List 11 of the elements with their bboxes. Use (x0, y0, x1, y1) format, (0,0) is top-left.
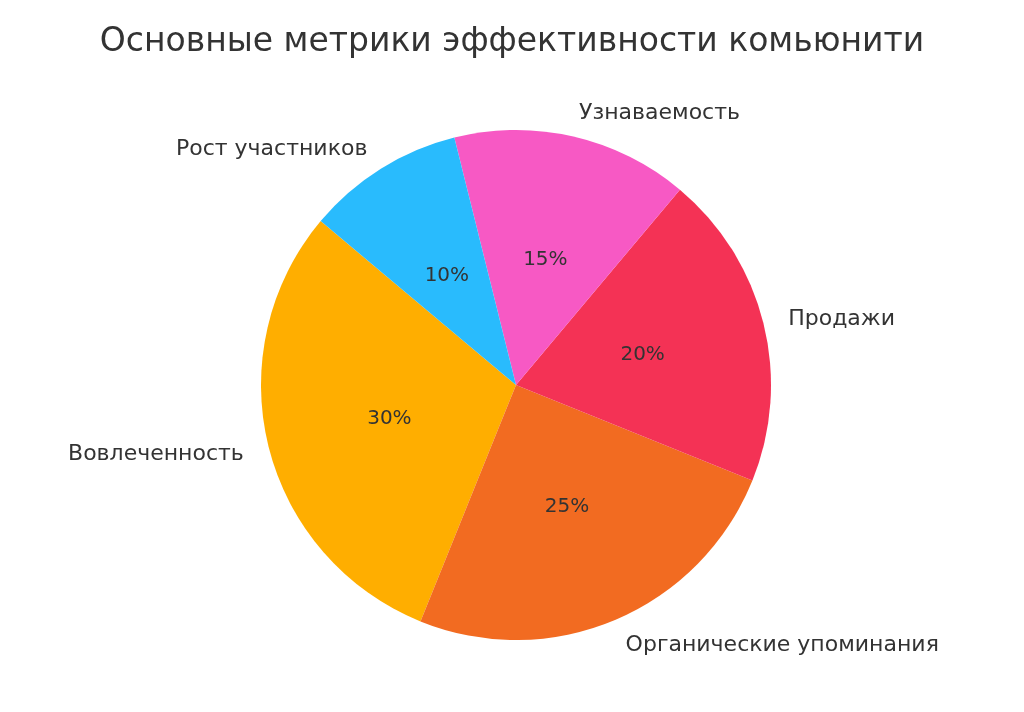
slice-label: Вовлеченность (68, 440, 244, 466)
data-label: 10% (424, 262, 470, 287)
slice-label: Продажи (788, 304, 895, 330)
chart-title: Основные метрики эффективности комьюнити (99, 20, 925, 59)
data-label: 20% (620, 341, 665, 366)
data-label: 25% (544, 493, 590, 518)
data-label: 30% (367, 404, 412, 429)
slice-label: Органические упоминания (625, 630, 939, 656)
data-label: 15% (523, 245, 568, 270)
slice-label: Рост участников (175, 134, 368, 160)
slice-label: Узнаваемость (579, 99, 740, 125)
